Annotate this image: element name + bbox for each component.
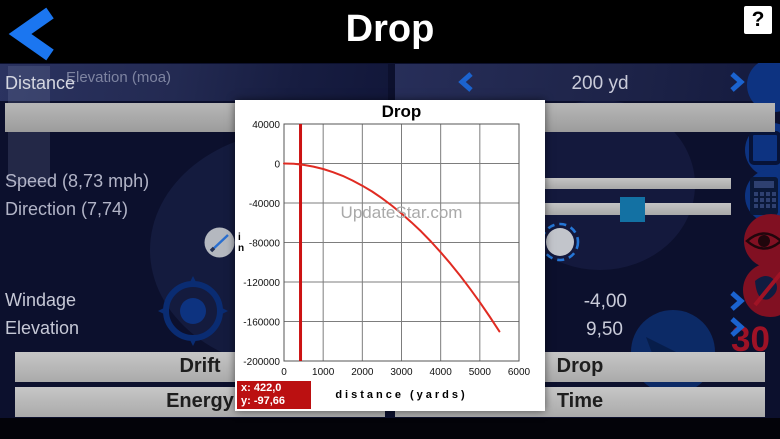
svg-text:-40000: -40000 xyxy=(249,199,281,210)
drop-chart: 0 1000 2000 3000 4000 5000 6000 40000 0 -40000 -80… xyxy=(243,120,531,378)
chevron-right-icon xyxy=(730,291,745,311)
windage-next-button[interactable] xyxy=(727,290,747,317)
wind-direction-dial-icon[interactable] xyxy=(203,226,236,259)
wind-direction-label: Direction (7,74) xyxy=(5,199,129,219)
chart-x-axis-label: distance (yards) xyxy=(335,389,468,401)
svg-text:4000: 4000 xyxy=(430,367,453,378)
header-bar: Drop ? xyxy=(0,0,780,63)
svg-text:0: 0 xyxy=(281,367,287,378)
calculator-icon xyxy=(750,177,778,215)
svg-text:2000: 2000 xyxy=(351,367,374,378)
help-button[interactable]: ? xyxy=(744,6,772,34)
scope-reticle-icon[interactable] xyxy=(538,220,582,264)
back-button[interactable] xyxy=(6,5,60,61)
chevron-right-icon xyxy=(730,317,745,337)
svg-text:6000: 6000 xyxy=(508,367,531,378)
wind-direction-slider-thumb[interactable] xyxy=(620,197,645,222)
chevron-left-icon xyxy=(458,72,473,92)
windage-value: -4,00 xyxy=(583,291,627,312)
disabled-feature-icon xyxy=(753,271,780,307)
elevation-value: 9,50 xyxy=(586,319,623,340)
elevation-next-button[interactable] xyxy=(727,316,747,343)
distance-prev-button[interactable] xyxy=(456,71,476,98)
chart-title: Drop xyxy=(381,102,422,121)
svg-text:5000: 5000 xyxy=(469,367,492,378)
svg-text:-120000: -120000 xyxy=(243,278,280,289)
wind-speed-slider-track[interactable] xyxy=(390,178,731,189)
svg-text:-160000: -160000 xyxy=(243,318,280,329)
svg-text:0: 0 xyxy=(274,160,280,171)
back-chevron-icon xyxy=(8,7,54,61)
svg-text:-80000: -80000 xyxy=(249,239,281,250)
distance-next-button[interactable] xyxy=(727,71,747,98)
tooltip-y-value: y: -97,66 xyxy=(241,395,286,407)
chart-cursor-tooltip: x: 422,0 y: -97,66 xyxy=(237,381,311,409)
watermark-text: UpdateStar.com xyxy=(340,203,463,222)
svg-text:-200000: -200000 xyxy=(243,357,280,368)
page-title: Drop xyxy=(345,8,435,50)
distance-label: Distance xyxy=(5,73,76,93)
svg-text:1000: 1000 xyxy=(312,367,335,378)
svg-text:3000: 3000 xyxy=(390,367,413,378)
elevation-label: Elevation xyxy=(5,318,80,338)
svg-text:40000: 40000 xyxy=(252,120,280,131)
view-button[interactable] xyxy=(744,214,780,268)
notes-button[interactable] xyxy=(745,123,780,177)
card-icon xyxy=(749,131,780,165)
mute-button[interactable] xyxy=(743,263,780,317)
tooltip-x-value: x: 422,0 xyxy=(241,382,282,394)
distance-value: 200 yd xyxy=(571,73,629,94)
windage-label: Windage xyxy=(5,290,77,310)
chevron-right-icon xyxy=(730,72,745,92)
wind-speed-label: Speed (8,73 mph) xyxy=(5,171,150,191)
elevation-moa-label: Elevation (moa) xyxy=(66,69,172,86)
drop-chart-modal: Drop 0 1000 2000 3000 4000 5000 6000 40000 0 -400… xyxy=(235,100,545,411)
chart-y-axis-label: i n xyxy=(238,232,245,254)
eye-icon xyxy=(745,232,780,250)
distance-row-panel xyxy=(0,64,388,101)
bottom-black-strip xyxy=(0,418,780,439)
crosshair-target-icon[interactable] xyxy=(158,276,228,346)
